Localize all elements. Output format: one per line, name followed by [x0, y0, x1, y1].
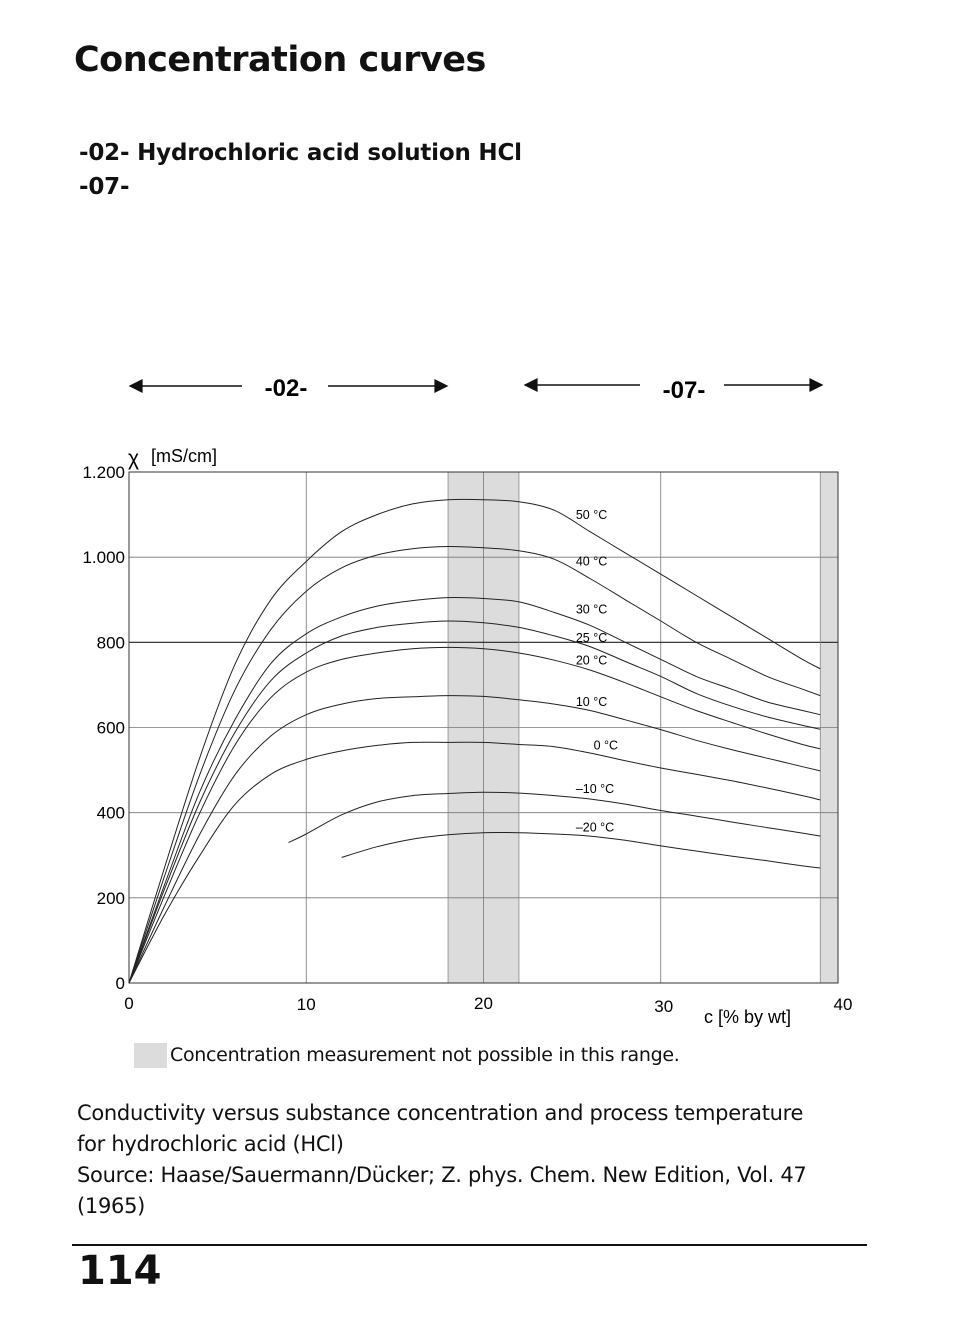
- x-tick-label: 10: [297, 995, 316, 1014]
- caption-line-1: Conductivity versus substance concentrat…: [77, 1101, 804, 1125]
- x-axis-label: c [% by wt]: [704, 1007, 791, 1027]
- x-tick-label: 0: [124, 994, 133, 1013]
- caption-line-3: Source: Haase/Sauermann/Dücker; Z. phys.…: [77, 1163, 807, 1187]
- series-label-7: –10 °C: [576, 782, 614, 796]
- x-tick-label: 20: [474, 994, 493, 1013]
- y-tick-label: 1.000: [82, 548, 125, 567]
- series-label-6: 0 °C: [594, 739, 618, 753]
- range-02-indicator: -02-: [128, 375, 449, 402]
- y-tick-label: 200: [97, 889, 125, 908]
- series-curve-8: [341, 831, 821, 869]
- series-label-8: –20 °C: [576, 820, 614, 834]
- y-axis-ticks: 0 200 400 600 800 1.000 1.200: [82, 463, 125, 993]
- series-curve-2: [128, 597, 821, 984]
- y-tick-label: 400: [97, 804, 125, 823]
- section-subtitle: -02- Hydrochloric acid solution HCl -07-: [79, 136, 522, 204]
- temperature-curves: 50 °C 40 °C 30 °C 25 °C 20 °C 10 °C 0 °C –10 °C…: [128, 498, 821, 984]
- series-curve-0: [128, 498, 821, 984]
- series-curve-7: [288, 791, 821, 843]
- range-02-label: -02-: [265, 375, 308, 402]
- series-label-4: 20 °C: [576, 653, 607, 667]
- series-label-0: 50 °C: [576, 508, 607, 522]
- caption-line-2: for hydrochloric acid (HCl): [77, 1132, 344, 1156]
- x-tick-label: 30: [654, 997, 673, 1016]
- y-axis-symbol: χ: [128, 447, 139, 470]
- page-title: Concentration curves: [74, 40, 486, 80]
- y-axis-unit: [mS/cm]: [151, 446, 217, 466]
- y-tick-label: 0: [116, 974, 125, 993]
- x-tick-label: 40: [834, 995, 853, 1014]
- series-curve-1: [128, 545, 821, 984]
- subtitle-line-1: -02- Hydrochloric acid solution HCl: [79, 140, 522, 166]
- y-tick-label: 800: [97, 633, 125, 652]
- caption-line-4: (1965): [77, 1194, 146, 1218]
- series-label-3: 25 °C: [576, 631, 607, 645]
- figure-caption: Conductivity versus substance concentrat…: [77, 1098, 867, 1222]
- series-curve-6: [128, 741, 821, 984]
- legend-swatch: [134, 1043, 167, 1068]
- footer-rule: [72, 1244, 867, 1246]
- series-label-5: 10 °C: [576, 695, 607, 709]
- series-curve-4: [128, 646, 821, 984]
- plot-frame: [128, 471, 839, 984]
- series-curve-3: [128, 620, 821, 984]
- series-label-2: 30 °C: [576, 602, 607, 616]
- range-07-indicator: -07-: [523, 377, 824, 404]
- range-07-label: -07-: [663, 377, 706, 404]
- x-axis-ticks: 0 10 20 30 40: [124, 994, 852, 1016]
- series-curve-5: [128, 695, 821, 984]
- series-label-1: 40 °C: [576, 555, 607, 569]
- page-number: 114: [78, 1248, 162, 1294]
- chart-grid: [128, 471, 839, 984]
- legend-text: Concentration measurement not possible i…: [170, 1044, 680, 1066]
- y-tick-label: 600: [97, 719, 125, 738]
- subtitle-line-2: -07-: [79, 174, 130, 200]
- y-tick-label: 1.200: [82, 463, 125, 482]
